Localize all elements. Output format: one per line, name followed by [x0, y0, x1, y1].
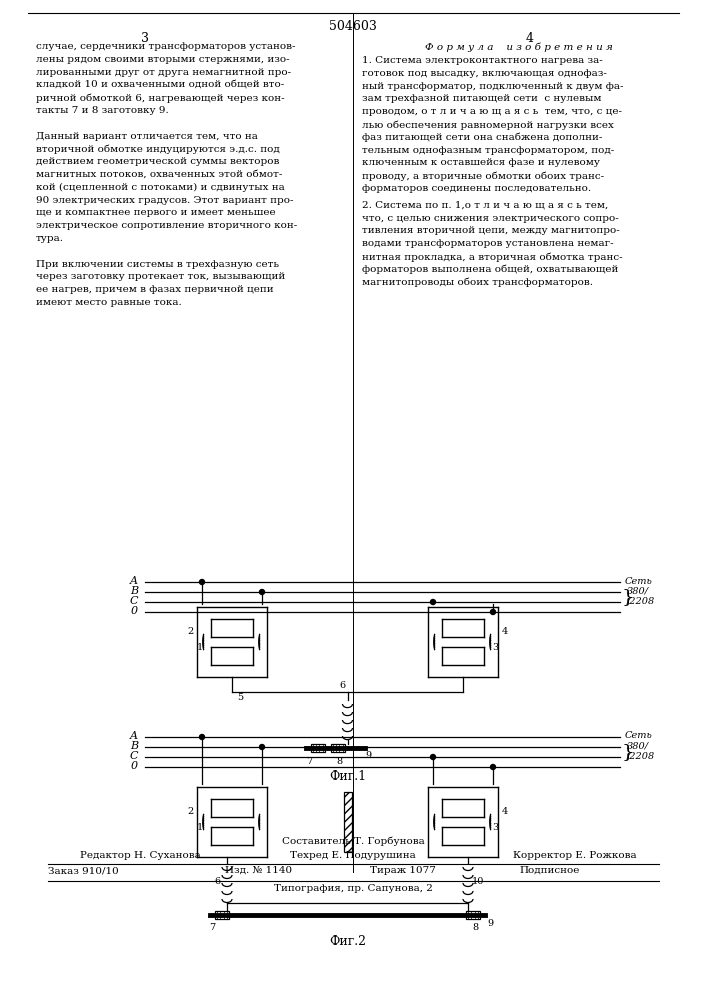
Text: проводом, о т л и ч а ю щ а я с ь  тем, что, с це-: проводом, о т л и ч а ю щ а я с ь тем, ч…: [362, 107, 622, 116]
Text: Типография, пр. Сапунова, 2: Типография, пр. Сапунова, 2: [274, 884, 433, 893]
Text: имеют место равные тока.: имеют место равные тока.: [36, 298, 182, 307]
Text: 8: 8: [472, 922, 478, 932]
Text: Корректор Е. Рожкова: Корректор Е. Рожкова: [513, 851, 636, 860]
Text: Заказ 910/10: Заказ 910/10: [48, 866, 119, 875]
Text: форматоров выполнена общей, охватывающей: форматоров выполнена общей, охватывающей: [362, 265, 619, 274]
Circle shape: [259, 589, 264, 594]
Text: A: A: [130, 576, 138, 586]
Text: B: B: [130, 741, 138, 751]
Text: 1: 1: [197, 643, 203, 652]
Bar: [310, 744, 325, 752]
Text: B: B: [130, 586, 138, 596]
Text: Ф о р м у л а    и з о б р е т е н и я: Ф о р м у л а и з о б р е т е н и я: [425, 42, 613, 51]
Text: Составитель Т. Горбунова: Составитель Т. Горбунова: [281, 837, 424, 846]
Text: ее нагрев, причем в фазах первичной цепи: ее нагрев, причем в фазах первичной цепи: [36, 285, 274, 294]
Text: готовок под высадку, включающая однофаз-: готовок под высадку, включающая однофаз-: [362, 69, 607, 78]
Circle shape: [431, 754, 436, 760]
Text: Техред Е. Подурушина: Техред Е. Подурушина: [290, 851, 416, 860]
Text: Сеть: Сеть: [625, 732, 653, 740]
Bar: [215, 911, 229, 919]
Text: 9: 9: [487, 918, 493, 928]
Text: 2: 2: [187, 628, 193, 637]
Text: вторичной обмотке индуцируются э.д.с. под: вторичной обмотке индуцируются э.д.с. по…: [36, 144, 280, 154]
Text: что, с целью снижения электрического сопро-: что, с целью снижения электрического соп…: [362, 214, 619, 223]
Text: 4: 4: [502, 808, 508, 816]
Text: }: }: [622, 588, 634, 606]
Circle shape: [199, 734, 204, 740]
Text: такты 7 и 8 заготовку 9.: такты 7 и 8 заготовку 9.: [36, 106, 169, 115]
Text: Данный вариант отличается тем, что на: Данный вариант отличается тем, что на: [36, 132, 258, 141]
Text: ключенным к оставшейся фазе и нулевому: ключенным к оставшейся фазе и нулевому: [362, 158, 600, 167]
Text: фаз питающей сети она снабжена дополни-: фаз питающей сети она снабжена дополни-: [362, 133, 602, 142]
Text: }: }: [622, 743, 634, 761]
Circle shape: [199, 580, 204, 584]
Text: /2208: /2208: [627, 752, 655, 760]
Text: магнитных потоков, охваченных этой обмот-: магнитных потоков, охваченных этой обмот…: [36, 170, 282, 179]
Circle shape: [431, 599, 436, 604]
Bar: [466, 911, 480, 919]
Text: 7: 7: [306, 758, 312, 766]
Text: проводу, а вторичные обмотки обоих транс-: проводу, а вторичные обмотки обоих транс…: [362, 171, 604, 181]
Text: 6: 6: [339, 682, 346, 690]
Text: 5: 5: [237, 692, 243, 702]
Text: C: C: [129, 751, 138, 761]
Text: Фиг.1: Фиг.1: [329, 770, 366, 783]
Text: лены рядом своими вторыми стержнями, изо-: лены рядом своими вторыми стержнями, изо…: [36, 55, 290, 64]
Text: зам трехфазной питающей сети  с нулевым: зам трехфазной питающей сети с нулевым: [362, 94, 602, 103]
Text: тельным однофазным трансформатором, под-: тельным однофазным трансформатором, под-: [362, 146, 614, 155]
Text: тура.: тура.: [36, 234, 64, 243]
Text: тивления вторичной цепи, между магнитопро-: тивления вторичной цепи, между магнитопр…: [362, 226, 620, 235]
Text: Подписное: Подписное: [519, 866, 579, 875]
Circle shape: [259, 744, 264, 750]
Text: 2: 2: [187, 808, 193, 816]
Text: 0: 0: [131, 761, 138, 771]
Text: 3: 3: [492, 643, 498, 652]
Bar: [330, 744, 344, 752]
Text: 3: 3: [492, 822, 498, 832]
Bar: [344, 792, 351, 852]
Text: ный трансформатор, подключенный к двум фа-: ный трансформатор, подключенный к двум ф…: [362, 82, 624, 91]
Text: 9: 9: [366, 752, 372, 760]
Text: действием геометрической суммы векторов: действием геометрической суммы векторов: [36, 157, 279, 166]
Text: случае, сердечники трансформаторов установ-: случае, сердечники трансформаторов устан…: [36, 42, 296, 51]
Text: 1: 1: [197, 822, 203, 832]
Text: Фиг.2: Фиг.2: [329, 935, 366, 948]
Text: ще и компактнее первого и имеет меньшее: ще и компактнее первого и имеет меньшее: [36, 208, 276, 217]
Text: лью обеспечения равномерной нагрузки всех: лью обеспечения равномерной нагрузки все…: [362, 120, 614, 129]
Text: 7: 7: [209, 922, 215, 932]
Text: форматоров соединены последовательно.: форматоров соединены последовательно.: [362, 184, 591, 193]
Text: ричной обмоткой 6, нагревающей через кон-: ричной обмоткой 6, нагревающей через кон…: [36, 93, 285, 103]
Text: 0: 0: [131, 606, 138, 616]
Text: 1. Система электроконтактного нагрева за-: 1. Система электроконтактного нагрева за…: [362, 56, 603, 65]
Text: 6: 6: [214, 876, 220, 886]
Text: Тираж 1077: Тираж 1077: [370, 866, 436, 875]
Text: /2208: /2208: [627, 596, 655, 605]
Text: водами трансформаторов установлена немаг-: водами трансформаторов установлена немаг…: [362, 239, 614, 248]
Text: электрическое сопротивление вторичного кон-: электрическое сопротивление вторичного к…: [36, 221, 297, 230]
Text: Редактор Н. Суханова: Редактор Н. Суханова: [80, 851, 201, 860]
Text: 4: 4: [526, 32, 534, 45]
Text: При включении системы в трехфазную сеть: При включении системы в трехфазную сеть: [36, 260, 279, 269]
Text: 3: 3: [141, 32, 149, 45]
Text: Сеть: Сеть: [625, 576, 653, 585]
Text: 380/: 380/: [627, 742, 649, 750]
Text: 8: 8: [337, 758, 343, 766]
Text: лированными друг от друга немагнитной про-: лированными друг от друга немагнитной пр…: [36, 68, 291, 77]
Circle shape: [491, 609, 496, 614]
Text: C: C: [129, 596, 138, 606]
Text: нитная прокладка, а вторичная обмотка транс-: нитная прокладка, а вторичная обмотка тр…: [362, 252, 623, 261]
Circle shape: [491, 764, 496, 770]
Text: кой (сцепленной с потоками) и сдвинутых на: кой (сцепленной с потоками) и сдвинутых …: [36, 183, 285, 192]
Text: Изд. № 1140: Изд. № 1140: [225, 866, 292, 875]
Text: 90 электрических градусов. Этот вариант про-: 90 электрических градусов. Этот вариант …: [36, 196, 293, 205]
Text: 10: 10: [472, 876, 484, 886]
Text: 380/: 380/: [627, 586, 649, 595]
Text: A: A: [130, 731, 138, 741]
Text: магнитопроводы обоих трансформаторов.: магнитопроводы обоих трансформаторов.: [362, 278, 593, 287]
Text: 4: 4: [502, 628, 508, 637]
Text: 504603: 504603: [329, 20, 377, 33]
Text: 2. Система по п. 1,о т л и ч а ю щ а я с ь тем,: 2. Система по п. 1,о т л и ч а ю щ а я с…: [362, 201, 608, 210]
Text: кладкой 10 и охваченными одной общей вто-: кладкой 10 и охваченными одной общей вто…: [36, 80, 284, 89]
Text: через заготовку протекает ток, вызывающий: через заготовку протекает ток, вызывающи…: [36, 272, 285, 281]
